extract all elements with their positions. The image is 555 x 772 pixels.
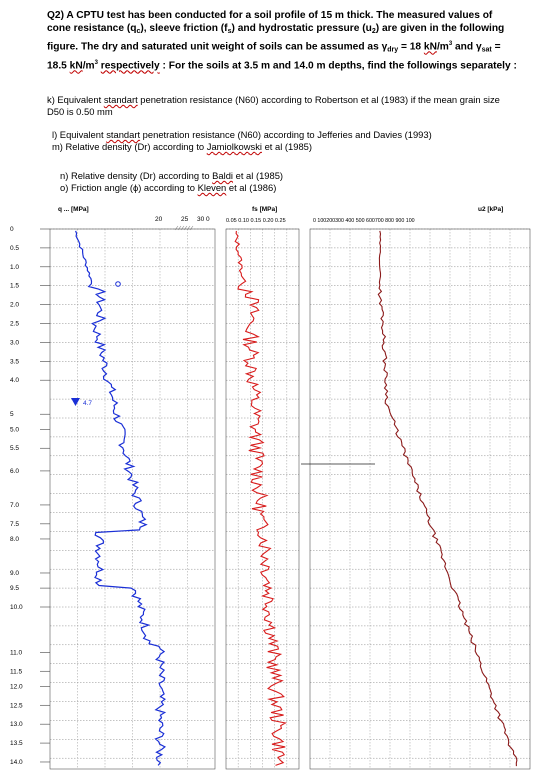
item-n: n) Relative density (Dr) according to Ba… [60,170,284,181]
depth-label: 4.0 [10,377,19,384]
depth-label: 11.0 [10,649,23,656]
depth-label: 13.5 [10,740,23,747]
question-text: Q2) A CPTU test has been conducted for a… [47,10,517,72]
u2-header: u2 [kPa] [478,206,503,213]
qc-marker [115,281,121,287]
panel-frame-2 [309,228,531,770]
depth-label: 8.0 [10,536,19,543]
depth-label: 5 [10,411,14,418]
depth-label: 1.5 [10,283,19,290]
depth-label: 1.0 [10,264,19,271]
figure-panels [49,228,531,770]
cptu-figure: q ... [MPa] 20 25 30 0 fs [MPa] 0.05 0.1… [10,206,531,770]
depth-label: 12.0 [10,683,23,690]
u2-curve [377,230,518,767]
figure-grid [50,228,530,769]
u2-ticks: 0 100200300 400 500 600700 800 900 100 [313,218,415,224]
panel-frame-0 [49,228,216,770]
depth-label: 7.0 [10,502,19,509]
item-o: o) Friction angle (ϕ) according to Kleve… [60,182,277,193]
depth-label: 9.0 [10,570,19,577]
depth-label: 5.5 [10,445,19,452]
qc-tick-25: 25 [181,216,189,223]
fs-header: fs [MPa] [252,206,277,213]
qc-tick-20: 20 [155,216,163,223]
qc-header-hatch [174,225,194,231]
depth-label: 5.0 [10,426,19,433]
depth-label: 3.0 [10,339,19,346]
depth-axis: 0 0.5 1.0 1.5 2.0 2.5 3.0 3.5 4.0 5 5.0 5.5 6.0 7.0 7.… [10,226,50,766]
depth-label: 12.5 [10,702,23,709]
depth-label: 11.5 [10,668,23,675]
item-m: m) Relative density (Dr) according to Ja… [52,141,313,152]
depth-label: 2.0 [10,302,19,309]
question-block: Q2) A CPTU test has been conducted for a… [47,10,517,73]
depth-label: 6.0 [10,468,19,475]
depth-label: 13.0 [10,721,23,728]
water-table-icon [71,398,80,406]
panel-frame-1 [225,228,300,770]
water-table-label: 4.7 [83,400,92,407]
qc-tick-30: 30 0 [197,216,210,223]
item-k: k) Equivalent standart penetration resis… [47,94,500,117]
depth-label: 7.5 [10,521,19,528]
depth-label: 0 [10,226,14,233]
depth-label: 9.5 [10,585,19,592]
fs-ticks: 0.05 0.10 0.15 0.20 0.25 [226,218,286,224]
depth-label: 0.5 [10,245,19,252]
depth-label: 14.0 [10,759,23,766]
depth-label: 10.0 [10,604,23,611]
fs-curve [234,230,287,766]
qc-curve [75,230,167,766]
qc-header: q ... [MPa] [58,206,89,213]
depth-label: 2.5 [10,321,19,328]
item-l: l) Equivalent standart penetration resis… [52,129,432,140]
depth-label: 3.5 [10,358,19,365]
